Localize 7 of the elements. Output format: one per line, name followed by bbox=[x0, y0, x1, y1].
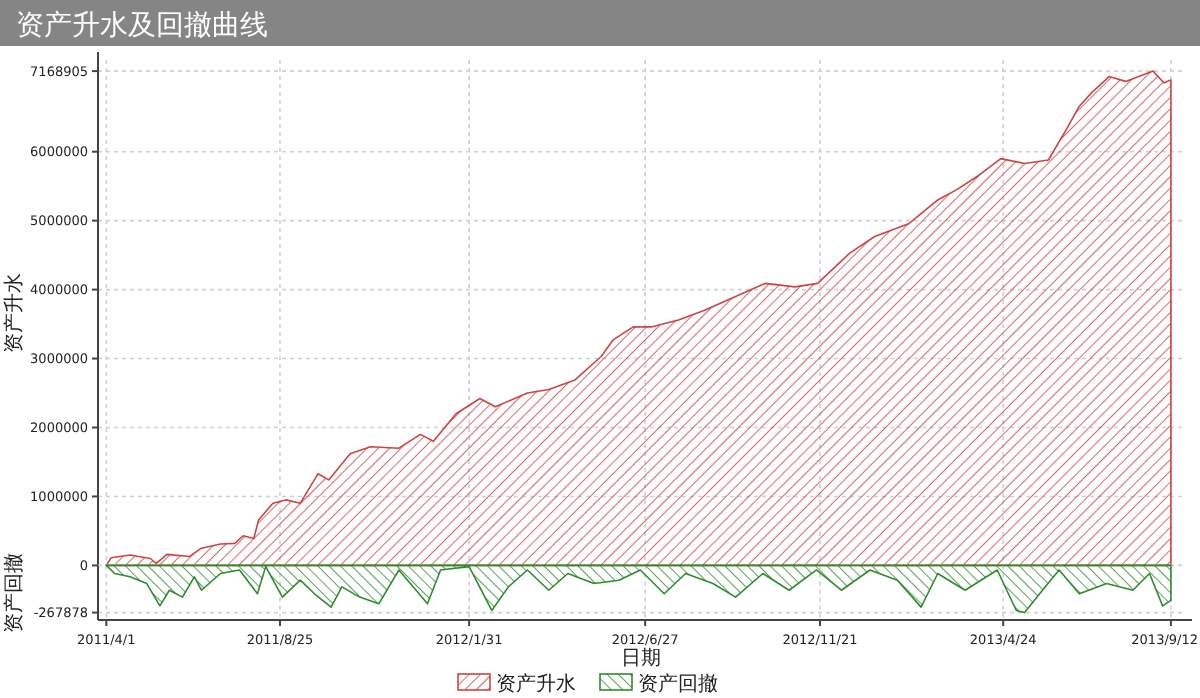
legend-label: 资产升水 bbox=[496, 672, 576, 696]
y-axis-title: 资产升水 bbox=[2, 272, 26, 353]
x-axis-title: 日期 bbox=[621, 646, 661, 670]
legend-label: 资产回撤 bbox=[638, 672, 718, 696]
title-bar: 资产升水及回撤曲线 bbox=[0, 0, 1200, 46]
chart-title: 资产升水及回撤曲线 bbox=[16, 10, 268, 42]
y-axis-title: 资产回撤 bbox=[2, 552, 26, 633]
